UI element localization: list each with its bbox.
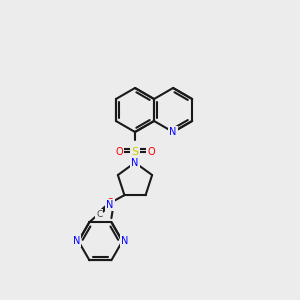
Text: S: S [131,147,139,157]
Text: O: O [147,147,155,157]
Text: N: N [121,236,128,246]
Text: N: N [106,200,113,210]
Text: O: O [106,198,114,208]
Text: N: N [73,236,80,246]
Text: O: O [115,147,123,157]
Text: N: N [169,127,177,137]
Text: C: C [96,210,103,219]
Text: N: N [131,158,139,168]
